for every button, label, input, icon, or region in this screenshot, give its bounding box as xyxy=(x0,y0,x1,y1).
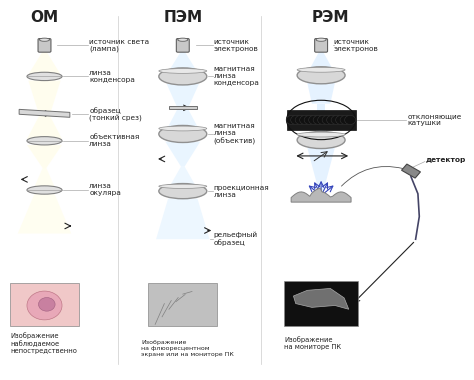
Ellipse shape xyxy=(297,131,345,149)
Polygon shape xyxy=(401,164,420,178)
Ellipse shape xyxy=(159,184,207,188)
Text: рельефный
образец: рельефный образец xyxy=(214,232,258,247)
Circle shape xyxy=(300,116,311,125)
Circle shape xyxy=(318,116,328,125)
Circle shape xyxy=(336,116,346,125)
FancyBboxPatch shape xyxy=(38,38,51,52)
Circle shape xyxy=(304,116,315,125)
Text: Изображение
наблюдаемое
непостредственно: Изображение наблюдаемое непостредственно xyxy=(10,332,77,354)
Ellipse shape xyxy=(27,72,62,81)
Ellipse shape xyxy=(159,126,207,131)
Polygon shape xyxy=(19,109,70,117)
Text: детектор: детектор xyxy=(426,157,466,163)
Circle shape xyxy=(331,116,342,125)
Polygon shape xyxy=(18,194,71,234)
Bar xyxy=(286,110,356,130)
Ellipse shape xyxy=(39,38,50,41)
Circle shape xyxy=(286,116,297,125)
Polygon shape xyxy=(293,288,349,309)
Text: образец
(тонкий срез): образец (тонкий срез) xyxy=(89,107,142,122)
Polygon shape xyxy=(167,51,199,74)
Text: ПЭМ: ПЭМ xyxy=(163,10,202,25)
Polygon shape xyxy=(28,81,61,114)
Polygon shape xyxy=(27,116,62,139)
Text: РЭМ: РЭМ xyxy=(311,10,349,25)
Text: ОМ: ОМ xyxy=(30,10,59,25)
Circle shape xyxy=(322,116,333,125)
Ellipse shape xyxy=(297,132,345,137)
Polygon shape xyxy=(168,166,198,189)
Text: источник
электронов: источник электронов xyxy=(334,39,378,52)
Ellipse shape xyxy=(159,184,207,199)
Polygon shape xyxy=(34,168,55,187)
Polygon shape xyxy=(28,51,61,74)
Bar xyxy=(148,283,218,326)
Text: отклоняющие
катушки: отклоняющие катушки xyxy=(407,114,462,127)
Polygon shape xyxy=(165,109,201,132)
Polygon shape xyxy=(307,51,335,73)
Polygon shape xyxy=(156,199,210,239)
Ellipse shape xyxy=(316,38,326,41)
Ellipse shape xyxy=(159,125,207,142)
Text: источник света
(лампа): источник света (лампа) xyxy=(89,39,149,52)
Circle shape xyxy=(295,116,306,125)
Circle shape xyxy=(27,291,62,320)
FancyBboxPatch shape xyxy=(176,38,189,52)
Polygon shape xyxy=(27,145,62,168)
Bar xyxy=(169,106,197,109)
FancyBboxPatch shape xyxy=(315,38,328,52)
Ellipse shape xyxy=(159,68,207,73)
Ellipse shape xyxy=(27,137,62,145)
Text: объективная
линза: объективная линза xyxy=(89,134,139,147)
Polygon shape xyxy=(307,147,335,195)
Ellipse shape xyxy=(159,68,207,85)
Circle shape xyxy=(327,116,337,125)
Bar xyxy=(284,281,358,326)
Bar xyxy=(10,283,79,326)
Text: источник
электронов: источник электронов xyxy=(214,39,258,52)
Polygon shape xyxy=(291,188,351,202)
Ellipse shape xyxy=(297,67,345,72)
Polygon shape xyxy=(318,104,325,138)
Circle shape xyxy=(345,116,356,125)
Ellipse shape xyxy=(27,186,62,194)
Text: проекционная
линза: проекционная линза xyxy=(214,185,269,198)
Ellipse shape xyxy=(297,67,345,84)
Text: линза
конденсора: линза конденсора xyxy=(89,70,135,83)
Polygon shape xyxy=(165,141,201,166)
Text: Изображение
на флюоресцентном
экране или на мониторе ПК: Изображение на флюоресцентном экране или… xyxy=(141,340,234,356)
Text: Изображение
на мониторе ПК: Изображение на мониторе ПК xyxy=(284,336,341,350)
Text: магнитная
линза
(объектив): магнитная линза (объектив) xyxy=(214,123,256,145)
Text: линза
окуляра: линза окуляра xyxy=(89,184,121,196)
Text: магнитная
линза
конденсора: магнитная линза конденсора xyxy=(214,66,260,86)
Ellipse shape xyxy=(178,38,188,41)
Polygon shape xyxy=(167,84,199,108)
Circle shape xyxy=(313,116,324,125)
Circle shape xyxy=(309,116,320,125)
Circle shape xyxy=(340,116,351,125)
Circle shape xyxy=(291,116,302,125)
Circle shape xyxy=(38,298,55,311)
Polygon shape xyxy=(307,83,335,104)
